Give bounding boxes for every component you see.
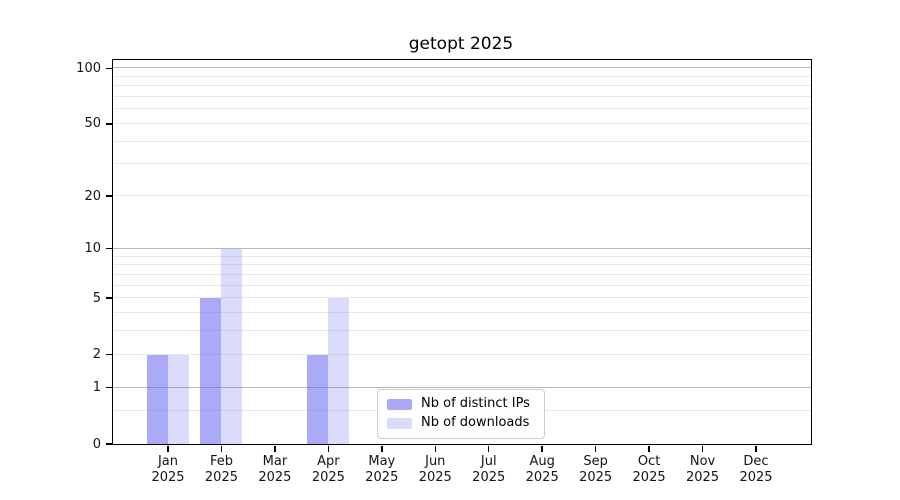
- x-tick-mark: [701, 446, 704, 452]
- y-gridline-minor: [113, 108, 811, 110]
- y-gridline-minor: [113, 163, 811, 165]
- y-gridline-minor: [113, 75, 811, 77]
- x-tick-label: Sep 2025: [579, 454, 613, 485]
- y-gridline-minor: [113, 264, 811, 266]
- legend: Nb of distinct IPs Nb of downloads: [377, 389, 545, 439]
- y-gridline-minor: [113, 311, 811, 313]
- y-gridline-major: [113, 67, 811, 69]
- bar-distinct-ips-jan: [147, 354, 168, 444]
- x-tick-mark: [541, 446, 543, 452]
- legend-entry-distinct-ips: Nb of distinct IPs: [387, 397, 535, 411]
- y-tick-label: 20: [84, 188, 101, 204]
- y-tick-mark: [106, 248, 112, 250]
- x-tick-label: Jun 2025: [418, 454, 452, 485]
- legend-swatch-downloads-icon: [387, 417, 412, 429]
- x-tick-mark: [274, 446, 276, 452]
- legend-swatch-distinct-ips-icon: [387, 398, 412, 410]
- y-gridline-minor: [113, 195, 811, 197]
- legend-entry-downloads: Nb of downloads: [387, 416, 535, 430]
- y-gridline-minor: [113, 140, 811, 142]
- x-tick-mark: [381, 446, 383, 452]
- y-tick-mark: [106, 353, 112, 356]
- y-tick-mark: [106, 195, 112, 197]
- y-tick-label: 100: [76, 60, 101, 76]
- x-tick-label: Mar 2025: [258, 454, 292, 485]
- y-tick-mark: [106, 443, 112, 445]
- x-tick-label: Jul 2025: [472, 454, 506, 485]
- x-tick-mark: [220, 446, 223, 452]
- x-tick-mark: [648, 446, 650, 452]
- x-tick-mark: [488, 446, 490, 452]
- x-tick-label: Aug 2025: [525, 454, 559, 485]
- x-tick-mark: [167, 446, 169, 452]
- y-gridline-minor: [113, 297, 811, 299]
- y-gridline-minor: [113, 353, 811, 355]
- y-gridline-minor: [113, 85, 811, 87]
- x-tick-mark: [327, 446, 330, 452]
- y-tick-label: 5: [92, 290, 101, 306]
- x-tick-label: Apr 2025: [311, 454, 345, 485]
- x-tick-label: Feb 2025: [204, 454, 238, 485]
- legend-label-distinct-ips: Nb of distinct IPs: [421, 396, 530, 411]
- chart-title: getopt 2025: [408, 34, 514, 54]
- plot-area: 0 1 2 5 10 20 50 100 Jan 2025 Feb 2025 Mar 2025 Ap…: [76, 59, 812, 485]
- y-gridline-major: [113, 386, 811, 388]
- x-tick-label: Nov 2025: [685, 454, 720, 485]
- y-gridline-minor: [113, 122, 811, 124]
- y-tick-label: 1: [92, 380, 101, 396]
- bar-downloads-apr: [328, 298, 350, 444]
- x-tick-label: May 2025: [365, 454, 399, 485]
- y-gridline-minor: [113, 284, 811, 286]
- y-gridline-minor: [113, 255, 811, 257]
- y-tick-mark: [106, 67, 112, 69]
- x-tick-mark: [434, 446, 436, 452]
- y-tick-mark: [106, 123, 112, 125]
- x-tick-label: Oct 2025: [632, 454, 666, 485]
- y-tick-mark: [106, 297, 112, 299]
- x-tick-mark: [594, 446, 597, 452]
- y-tick-mark: [106, 386, 112, 389]
- y-gridline-minor: [113, 330, 811, 332]
- y-gridline-major: [113, 247, 811, 249]
- bar-downloads-jan: [168, 354, 189, 444]
- y-tick-label: 0: [92, 436, 101, 452]
- y-gridline-minor: [113, 273, 811, 275]
- x-tick-label: Dec 2025: [739, 454, 773, 485]
- y-tick-label: 10: [84, 241, 101, 257]
- legend-label-downloads: Nb of downloads: [421, 415, 530, 430]
- bar-distinct-ips-apr: [307, 354, 329, 444]
- y-gridline-minor: [113, 95, 811, 97]
- y-tick-label: 50: [84, 116, 101, 132]
- bar-downloads-feb: [221, 248, 243, 444]
- x-tick-mark: [755, 446, 757, 452]
- bar-distinct-ips-feb: [200, 298, 222, 444]
- x-tick-label: Jan 2025: [151, 454, 185, 485]
- y-tick-label: 2: [92, 347, 101, 363]
